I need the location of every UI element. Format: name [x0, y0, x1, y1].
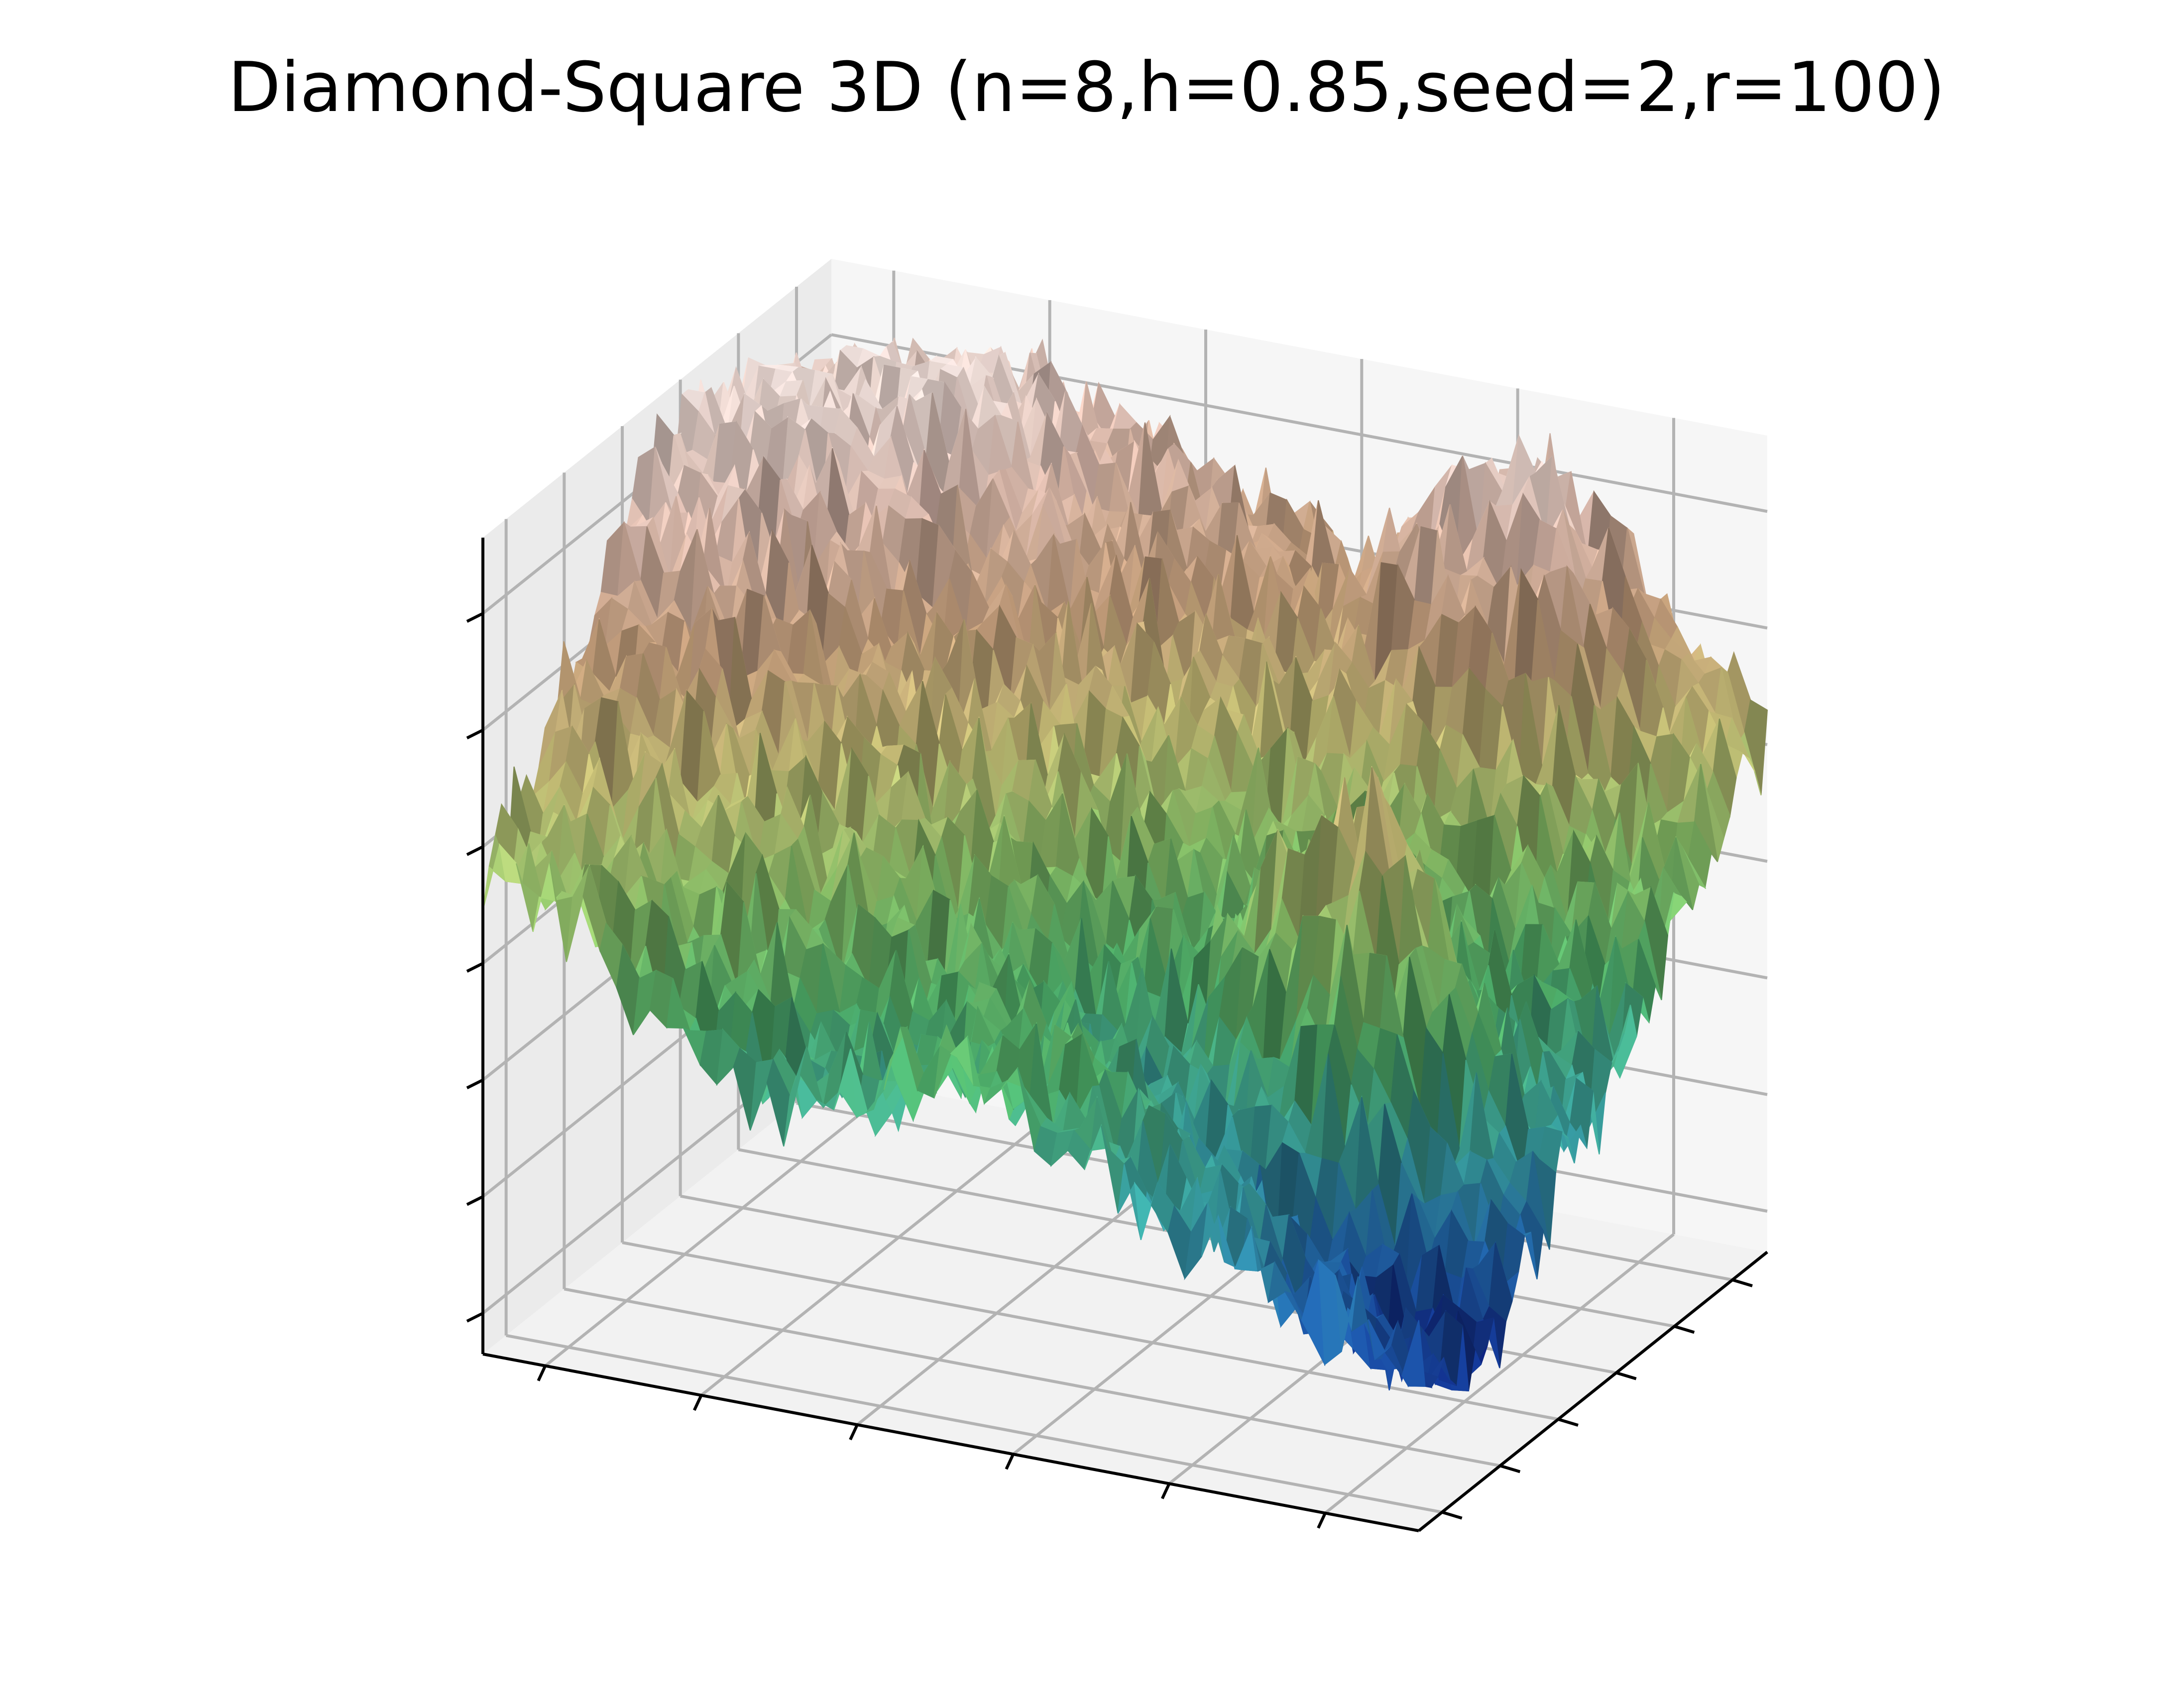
z-tick — [466, 728, 484, 740]
floor-gridline-x — [700, 1115, 1051, 1397]
floor-gridline-x — [544, 1086, 895, 1367]
x-tick — [1160, 1483, 1171, 1499]
floor-gridline-x — [1324, 1233, 1675, 1514]
z-tick — [466, 845, 484, 856]
axis-ticks — [466, 612, 1753, 1529]
y-tick — [1674, 1325, 1695, 1334]
terrain-surface — [482, 338, 1768, 1391]
z-tick — [466, 612, 484, 623]
floor-gridline-y — [564, 1287, 1500, 1468]
x-tick — [1005, 1453, 1015, 1470]
y-axis-line — [1418, 1251, 1768, 1532]
y-tick — [1441, 1510, 1463, 1520]
y-tick — [1558, 1418, 1579, 1427]
z-tick — [466, 1195, 484, 1206]
y-tick — [1732, 1278, 1753, 1287]
y-tick — [1499, 1464, 1521, 1474]
x-tick — [537, 1365, 547, 1381]
x-tick — [692, 1394, 703, 1411]
floor-gridline-y — [622, 1241, 1559, 1421]
x-tick — [849, 1424, 859, 1441]
z-tick — [466, 962, 484, 973]
chart-title: Diamond-Square 3D (n=8,h=0.85,seed=2,r=1… — [228, 47, 1945, 127]
z-tick — [466, 1078, 484, 1090]
y-tick — [1615, 1371, 1637, 1380]
z-tick — [466, 1312, 484, 1323]
floor-gridline-y — [506, 1334, 1443, 1514]
x-tick — [1317, 1512, 1327, 1529]
axis-lines — [481, 538, 1768, 1532]
surface-facet — [1401, 1320, 1426, 1387]
x-axis-line — [482, 1353, 1419, 1532]
